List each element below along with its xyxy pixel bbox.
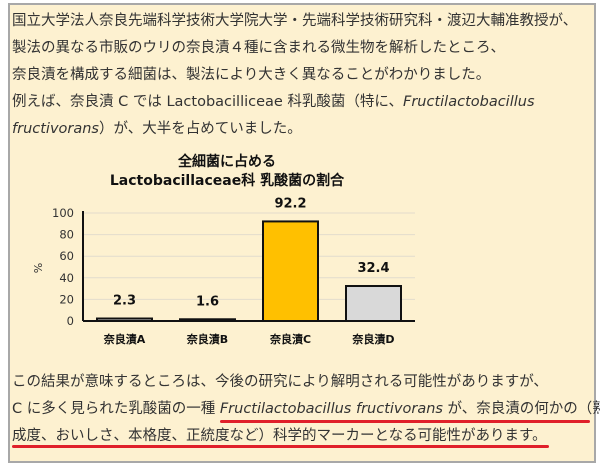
conclusion-line: この結果が意味するところは、今後の研究により解明される可能性がありますが、 [12, 374, 548, 390]
y-tick-label: 100 [52, 206, 74, 220]
x-tick-label: 奈良漬B [186, 332, 228, 346]
x-tick-label: 奈良漬D [351, 332, 394, 346]
intro-text: 例えば、奈良漬 C では Lactobacilliceae 科乳酸菌（特に、 [12, 94, 403, 110]
x-tick-label: 奈良漬C [269, 332, 311, 346]
data-label: 92.2 [274, 196, 306, 211]
chart-title: Lactobacillaceae科 乳酸菌の割合 [110, 172, 345, 189]
data-label: 1.6 [196, 294, 219, 309]
y-tick-label: 60 [59, 249, 74, 263]
bar-chart: 全細菌に占める Lactobacillaceae科 乳酸菌の割合 0 20 40 60 80… [32, 153, 415, 346]
intro-line: 製法の異なる市販のウリの奈良漬４種に含まれる微生物を解析したところ、 [12, 40, 505, 56]
intro-text: ）が、大半を占めていました。 [99, 121, 302, 137]
bar [262, 220, 319, 322]
highlight-underline [12, 445, 549, 448]
data-label: 32.4 [357, 261, 389, 276]
conclusion-text: が、奈良漬の何かの（熟 [442, 401, 600, 417]
species-name: Fructilactobacillus [403, 94, 535, 110]
chart-title: 全細菌に占める [177, 153, 276, 170]
data-label: 2.3 [113, 294, 136, 309]
species-name: Fructilactobacillus fructivorans [219, 401, 443, 417]
y-tick-label: 40 [59, 271, 74, 285]
y-axis-label: % [32, 263, 45, 273]
intro-paragraph: 国立大学法人奈良先端科学技術大学院大学・先端科学技術研究科・渡辺大輔准教授が、 … [12, 8, 577, 143]
species-name: fructivorans [12, 121, 99, 137]
intro-line: 奈良漬を構成する細菌は、製法により大きく異なることがわかりました。 [12, 67, 491, 83]
conclusion-line: C に多く見られた乳酸菌の一種 Fructilactobacillus fruc… [12, 396, 600, 423]
highlight-underline [220, 420, 590, 423]
conclusion-text: C に多く見られた乳酸菌の一種 [12, 401, 220, 417]
bar [345, 285, 402, 322]
intro-line: fructivorans）が、大半を占めていました。 [12, 116, 577, 143]
conclusion-line: 成度、おいしさ、本格度、正統度など）科学的マーカーとなる可能性があります。 [12, 428, 547, 444]
y-tick-label: 80 [59, 228, 74, 242]
intro-line: 国立大学法人奈良先端科学技術大学院大学・先端科学技術研究科・渡辺大輔准教授が、 [12, 13, 578, 29]
x-tick-label: 奈良漬A [103, 332, 146, 346]
intro-line: 例えば、奈良漬 C では Lactobacilliceae 科乳酸菌（特に、Fr… [12, 89, 577, 116]
y-tick-label: 0 [67, 314, 74, 328]
conclusion-paragraph: この結果が意味するところは、今後の研究により解明される可能性がありますが、 C … [12, 369, 600, 450]
y-tick-label: 20 [59, 292, 74, 306]
